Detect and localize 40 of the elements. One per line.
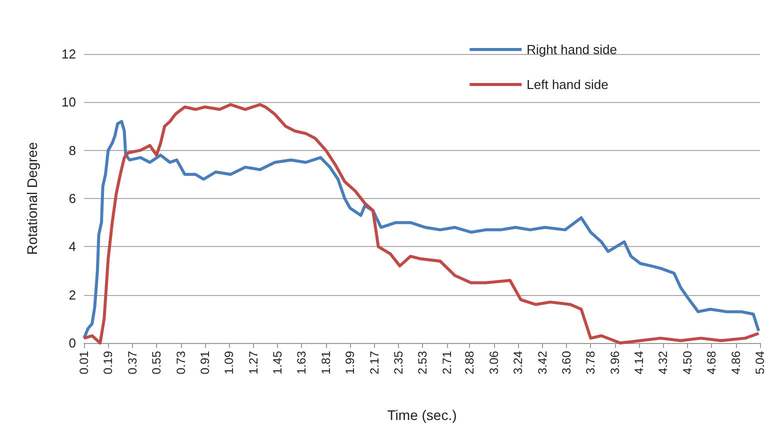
x-tick-label: 4.68 <box>704 350 719 374</box>
x-tick-label: 0.19 <box>101 350 116 374</box>
y-tick-label: 0 <box>68 336 76 350</box>
x-tick-label: 3.06 <box>486 350 501 374</box>
x-tick-label: 2.71 <box>440 350 454 374</box>
x-tick-label: 3.60 <box>559 350 574 374</box>
y-tick-label: 2 <box>68 287 76 302</box>
x-tick-label: 1.45 <box>270 350 285 374</box>
x-tick-label: 4.14 <box>632 350 646 374</box>
x-tick-label: 1.63 <box>294 350 309 374</box>
x-tick-label: 3.42 <box>535 350 550 374</box>
legend-label: Left hand side <box>526 77 608 92</box>
x-tick-label: 0.91 <box>198 350 212 374</box>
x-tick-label: 2.53 <box>416 350 430 374</box>
x-tick-label: 4.50 <box>680 350 694 374</box>
legend-label: Right hand side <box>526 42 618 57</box>
x-tick-label: 1.09 <box>222 350 236 374</box>
x-tick-label: 2.88 <box>462 350 477 374</box>
y-tick-label: 12 <box>62 46 76 62</box>
x-tick-label: 3.96 <box>608 350 622 374</box>
x-tick-label: 0.01 <box>77 350 91 374</box>
x-tick-label: 4.86 <box>728 350 743 374</box>
x-tick-label: 1.27 <box>246 350 260 374</box>
x-tick-label: 0.73 <box>174 350 188 374</box>
x-tick-label: 2.17 <box>367 350 382 374</box>
y-axis-title: Rotational Degree <box>24 142 40 255</box>
x-tick-label: 3.24 <box>511 350 526 374</box>
y-tick-label: 8 <box>68 142 76 158</box>
x-tick-label: 3.78 <box>584 350 598 374</box>
x-tick-label: 2.35 <box>391 350 406 374</box>
y-tick-label: 6 <box>68 191 76 206</box>
x-tick-label: 0.55 <box>150 350 164 374</box>
x-tick-label: 5.04 <box>753 350 767 374</box>
y-tick-label: 10 <box>62 94 76 110</box>
x-tick-label: 4.32 <box>656 350 670 374</box>
x-tick-label: 0.37 <box>125 350 140 374</box>
x-tick-label: 1.81 <box>318 350 333 374</box>
x-axis-title: Time (sec.) <box>387 407 457 423</box>
x-tick-label: 1.99 <box>343 350 358 374</box>
y-tick-label: 4 <box>68 239 76 254</box>
